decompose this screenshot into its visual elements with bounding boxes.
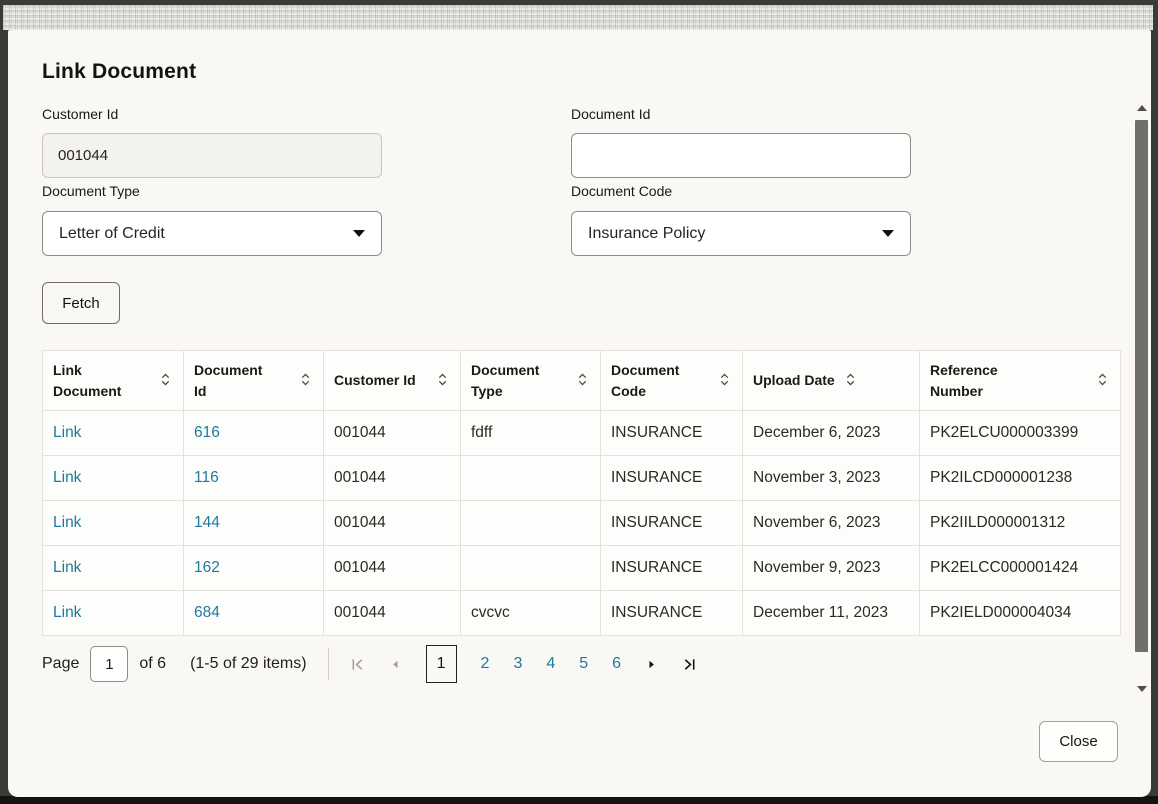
document-type-cell bbox=[460, 455, 601, 501]
document-id-field[interactable] bbox=[571, 133, 911, 178]
link-action-link[interactable]: Link bbox=[42, 590, 184, 636]
table-row: Link 162 001044 INSURANCE November 9, 20… bbox=[42, 545, 1121, 591]
upload-date-cell: November 3, 2023 bbox=[742, 455, 920, 501]
sort-icon[interactable] bbox=[300, 372, 311, 390]
document-id-link[interactable]: 684 bbox=[183, 590, 324, 636]
document-type-cell bbox=[460, 545, 601, 591]
document-code-cell: INSURANCE bbox=[600, 545, 743, 591]
column-header-upload-date[interactable]: Upload Date bbox=[742, 350, 920, 411]
document-id-label: Document Id bbox=[571, 106, 651, 122]
document-id-link[interactable]: 616 bbox=[183, 410, 324, 456]
upload-date-cell: November 9, 2023 bbox=[742, 545, 920, 591]
table-header-row: Link Document Document Id Customer Id Do… bbox=[42, 350, 1121, 411]
fetch-button[interactable]: Fetch bbox=[42, 282, 120, 324]
scroll-down-icon[interactable] bbox=[1137, 686, 1147, 692]
sort-icon[interactable] bbox=[437, 372, 448, 390]
link-action-link[interactable]: Link bbox=[42, 500, 184, 546]
upload-date-cell: December 11, 2023 bbox=[742, 590, 920, 636]
dialog-title: Link Document bbox=[42, 60, 197, 83]
scrollbar-thumb[interactable] bbox=[1135, 120, 1148, 652]
reference-number-cell: PK2IILD000001312 bbox=[919, 500, 1121, 546]
column-header-reference-number[interactable]: Reference Number bbox=[919, 350, 1121, 411]
previous-page-icon[interactable] bbox=[389, 658, 402, 671]
document-type-selected-value: Letter of Credit bbox=[59, 224, 165, 242]
table-row: Link 144 001044 INSURANCE November 6, 20… bbox=[42, 500, 1121, 546]
upload-date-cell: December 6, 2023 bbox=[742, 410, 920, 456]
customer-id-cell: 001044 bbox=[323, 590, 461, 636]
table-row: Link 616 001044 fdff INSURANCE December … bbox=[42, 410, 1121, 456]
column-header-document-id[interactable]: Document Id bbox=[183, 350, 324, 411]
chevron-down-icon bbox=[882, 230, 894, 237]
items-range-label: (1-5 of 29 items) bbox=[190, 655, 307, 672]
close-button[interactable]: Close bbox=[1039, 721, 1118, 762]
sort-icon[interactable] bbox=[160, 372, 171, 390]
document-code-label: Document Code bbox=[571, 183, 673, 199]
link-action-link[interactable]: Link bbox=[42, 410, 184, 456]
pagination-divider bbox=[327, 648, 329, 680]
document-code-cell: INSURANCE bbox=[600, 455, 743, 501]
page-number-input[interactable] bbox=[90, 646, 129, 682]
reference-number-cell: PK2ILCD000001238 bbox=[919, 455, 1121, 501]
sort-icon[interactable] bbox=[1097, 372, 1108, 390]
column-header-link-document[interactable]: Link Document bbox=[42, 350, 184, 411]
column-header-document-type[interactable]: Document Type bbox=[460, 350, 601, 411]
reference-number-cell: PK2ELCC000001424 bbox=[919, 545, 1121, 591]
vertical-scrollbar[interactable] bbox=[1134, 94, 1150, 706]
document-id-link[interactable]: 162 bbox=[183, 545, 324, 591]
document-code-selected-value: Insurance Policy bbox=[588, 224, 706, 242]
document-type-cell: fdff bbox=[460, 410, 601, 456]
scroll-up-icon[interactable] bbox=[1137, 105, 1147, 111]
table-row: Link 684 001044 cvcvc INSURANCE December… bbox=[42, 590, 1121, 636]
next-page-icon[interactable] bbox=[645, 658, 658, 671]
pagination-bar: Page of 6 (1-5 of 29 items) 1 2 3 4 5 6 bbox=[42, 644, 697, 684]
document-type-cell bbox=[460, 500, 601, 546]
last-page-icon[interactable] bbox=[682, 657, 697, 672]
chevron-down-icon bbox=[353, 230, 365, 237]
customer-id-field[interactable] bbox=[42, 133, 382, 178]
document-type-cell: cvcvc bbox=[460, 590, 601, 636]
document-id-link[interactable]: 116 bbox=[183, 455, 324, 501]
document-id-link[interactable]: 144 bbox=[183, 500, 324, 546]
document-code-cell: INSURANCE bbox=[600, 410, 743, 456]
sort-icon[interactable] bbox=[719, 372, 730, 390]
document-code-cell: INSURANCE bbox=[600, 500, 743, 546]
upload-date-cell: November 6, 2023 bbox=[742, 500, 920, 546]
customer-id-cell: 001044 bbox=[323, 410, 461, 456]
first-page-icon[interactable] bbox=[350, 657, 365, 672]
page-link-current[interactable]: 1 bbox=[425, 645, 457, 683]
background-page-texture bbox=[3, 5, 1153, 30]
link-action-link[interactable]: Link bbox=[42, 545, 184, 591]
page-label: Page bbox=[42, 655, 80, 672]
customer-id-cell: 001044 bbox=[323, 545, 461, 591]
column-header-document-code[interactable]: Document Code bbox=[600, 350, 743, 411]
customer-id-label: Customer Id bbox=[42, 106, 119, 122]
document-type-label: Document Type bbox=[42, 183, 140, 199]
customer-id-cell: 001044 bbox=[323, 500, 461, 546]
documents-table: Link Document Document Id Customer Id Do… bbox=[42, 350, 1121, 636]
backdrop-bottom-strip bbox=[0, 796, 1158, 804]
table-row: Link 116 001044 INSURANCE November 3, 20… bbox=[42, 455, 1121, 501]
reference-number-cell: PK2ELCU000003399 bbox=[919, 410, 1121, 456]
column-header-customer-id[interactable]: Customer Id bbox=[323, 350, 461, 411]
link-document-dialog: Link Document Customer Id Document Id Do… bbox=[8, 30, 1151, 797]
page-link[interactable]: 3 bbox=[513, 655, 523, 672]
page-count-label: of 6 bbox=[139, 655, 167, 672]
document-type-select[interactable]: Letter of Credit bbox=[42, 211, 382, 256]
page-link[interactable]: 4 bbox=[546, 655, 556, 672]
link-action-link[interactable]: Link bbox=[42, 455, 184, 501]
page-link[interactable]: 6 bbox=[612, 655, 622, 672]
customer-id-cell: 001044 bbox=[323, 455, 461, 501]
page-link[interactable]: 5 bbox=[579, 655, 589, 672]
sort-icon[interactable] bbox=[577, 372, 588, 390]
page-navigator: 1 2 3 4 5 6 bbox=[350, 645, 698, 683]
document-code-cell: INSURANCE bbox=[600, 590, 743, 636]
reference-number-cell: PK2IELD000004034 bbox=[919, 590, 1121, 636]
sort-icon[interactable] bbox=[845, 372, 856, 390]
document-code-select[interactable]: Insurance Policy bbox=[571, 211, 911, 256]
page-link[interactable]: 2 bbox=[480, 655, 490, 672]
